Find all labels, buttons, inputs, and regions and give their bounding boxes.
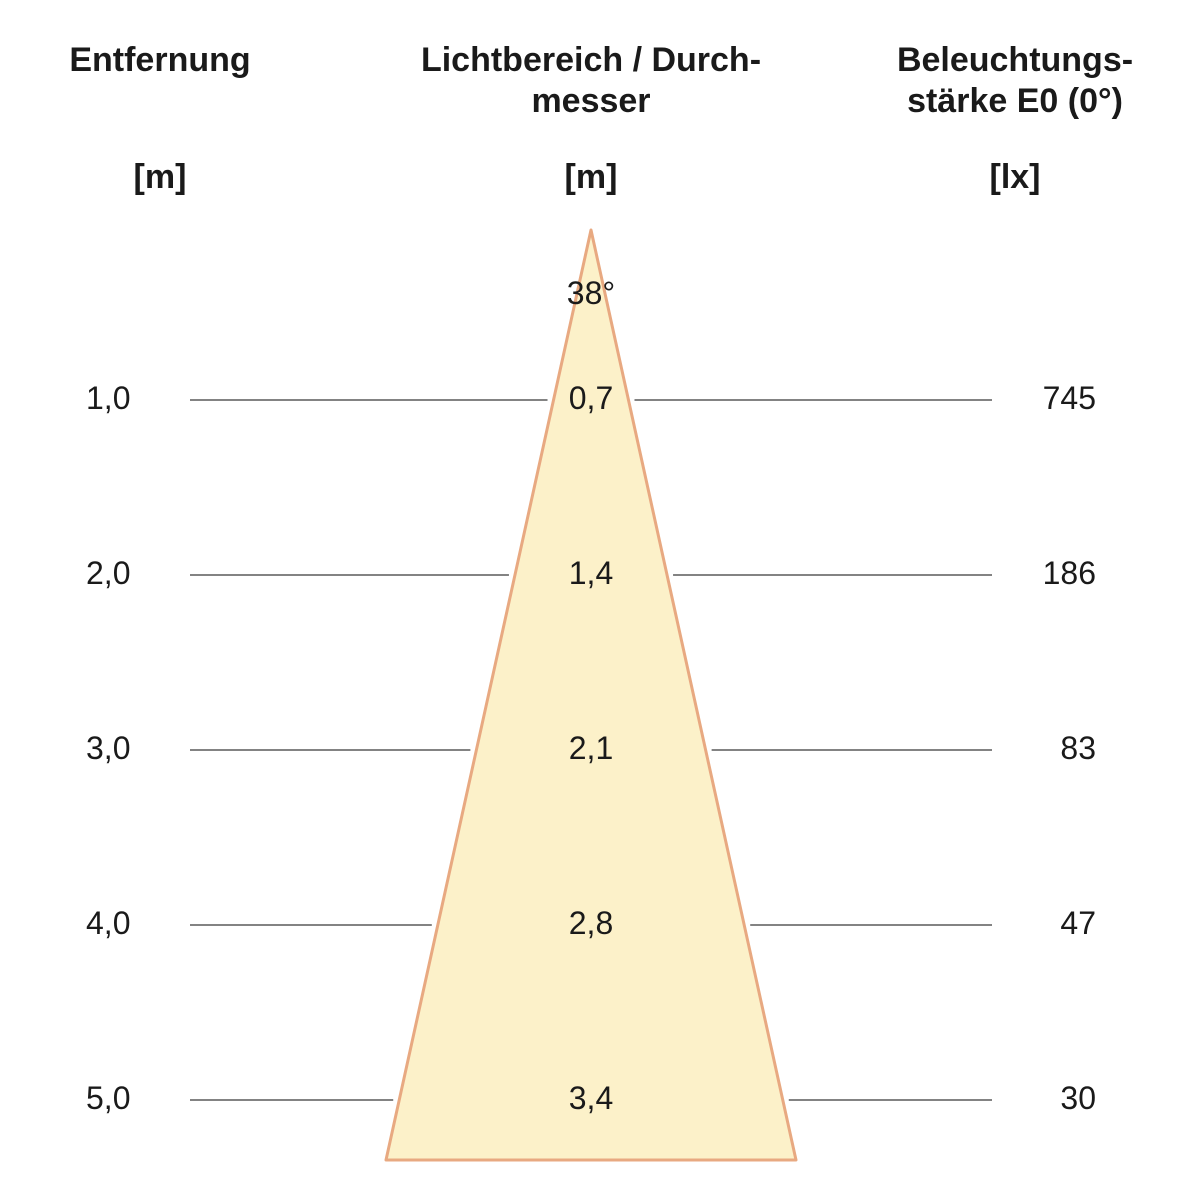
header-distance: Entfernung [30, 40, 290, 81]
illuminance-value: 186 [1043, 555, 1096, 592]
header-diameter: Lichtbereich / Durch- messer [400, 40, 782, 122]
distance-value: 1,0 [86, 380, 130, 417]
unit-diameter: [m] [400, 158, 782, 197]
illuminance-value: 30 [1060, 1080, 1096, 1117]
illuminance-value: 745 [1043, 380, 1096, 417]
illuminance-value: 47 [1060, 905, 1096, 942]
distance-value: 5,0 [86, 1080, 130, 1117]
unit-illuminance: [lx] [870, 158, 1160, 197]
diameter-value: 2,1 [531, 730, 651, 767]
illuminance-value: 83 [1060, 730, 1096, 767]
header-illuminance-l1: Beleuchtungs- [897, 41, 1133, 79]
unit-distance: [m] [30, 158, 290, 197]
diameter-value: 1,4 [531, 555, 651, 592]
header-illuminance-l2: stärke E0 (0°) [907, 82, 1123, 120]
header-diameter-l1: Lichtbereich / Durch- [421, 41, 761, 79]
header-diameter-l2: messer [531, 82, 650, 120]
diameter-value: 3,4 [531, 1080, 651, 1117]
distance-value: 4,0 [86, 905, 130, 942]
distance-value: 2,0 [86, 555, 130, 592]
cone-angle-label: 38° [541, 275, 641, 312]
diameter-value: 2,8 [531, 905, 651, 942]
light-cone [386, 230, 796, 1160]
diameter-value: 0,7 [531, 380, 651, 417]
header-distance-l1: Entfernung [69, 41, 250, 79]
distance-value: 3,0 [86, 730, 130, 767]
header-illuminance: Beleuchtungs- stärke E0 (0°) [870, 40, 1160, 122]
